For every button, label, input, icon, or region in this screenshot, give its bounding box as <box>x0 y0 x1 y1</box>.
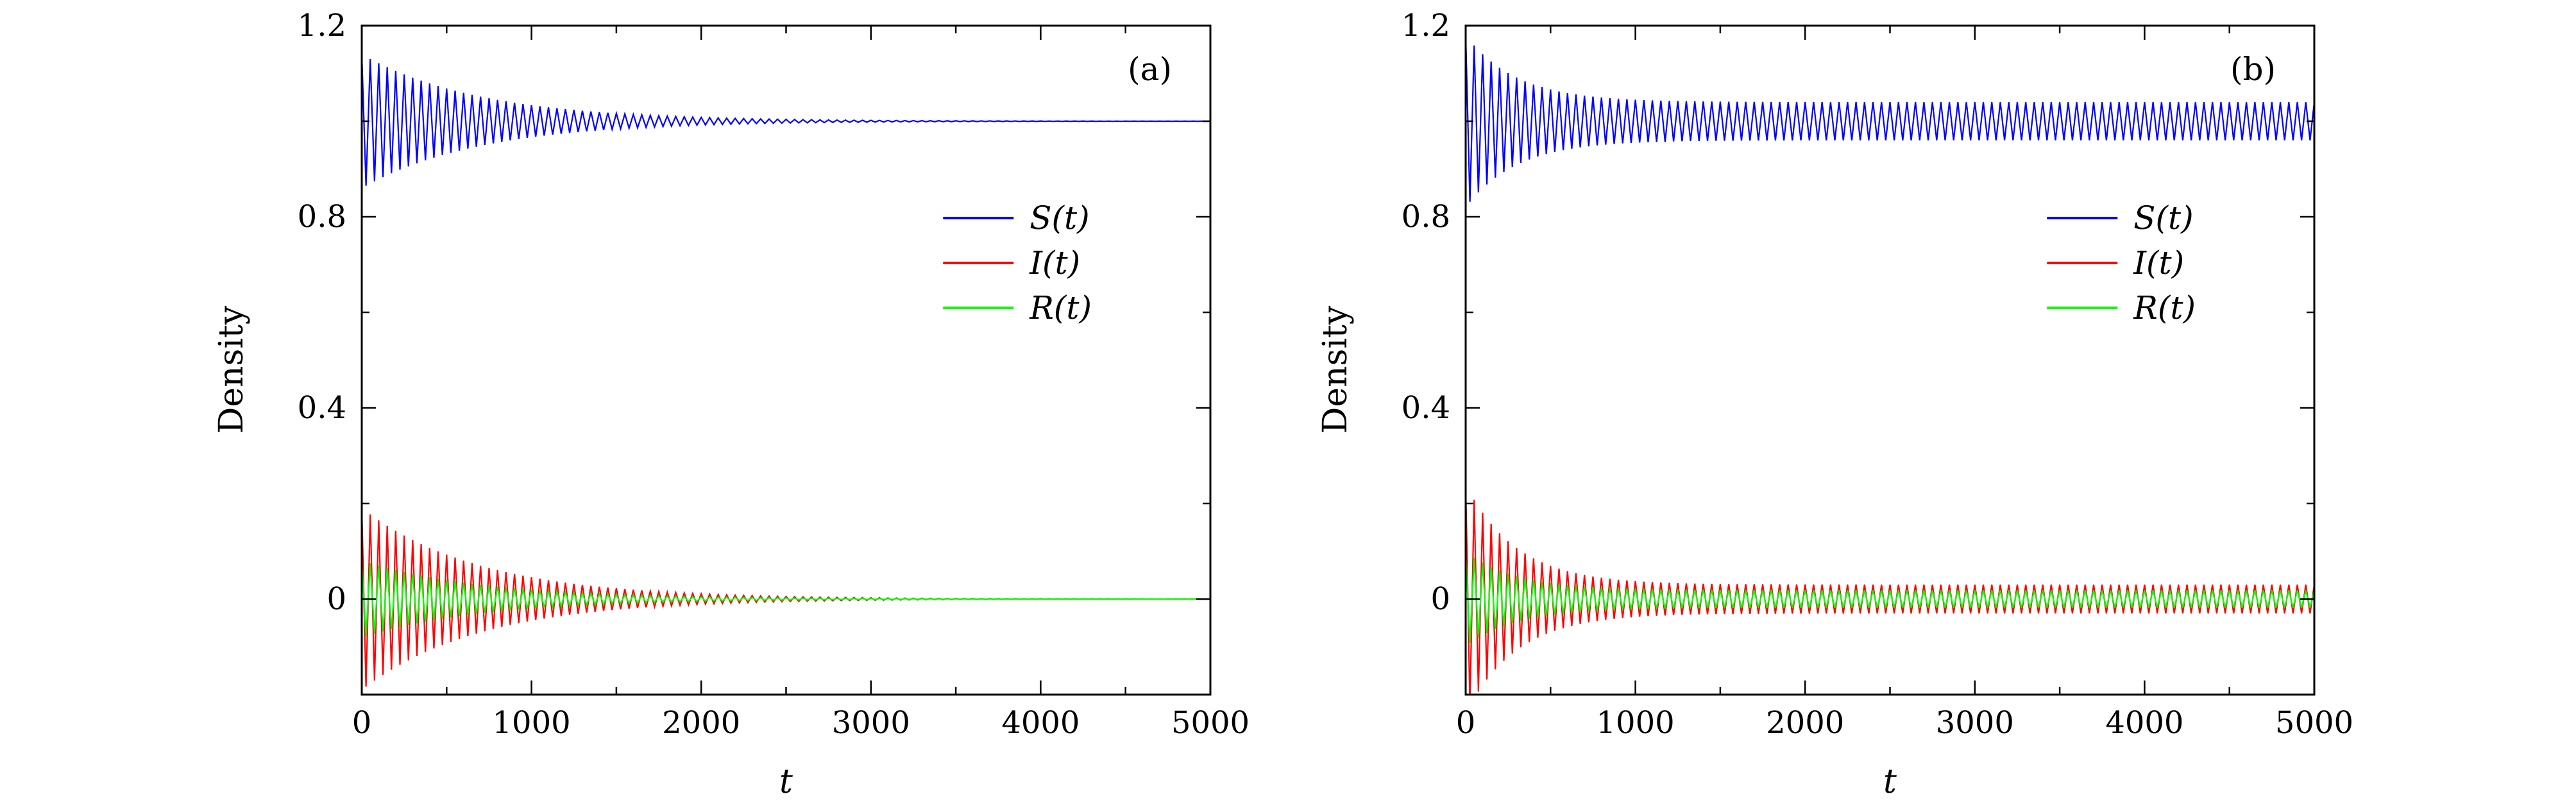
x-tick-label: 2000 <box>662 705 740 741</box>
x-axis-label: t <box>1883 763 1897 801</box>
series-group <box>362 54 1210 687</box>
legend-label: R(t) <box>1029 289 1092 326</box>
legend-label: I(t) <box>1029 244 1080 282</box>
panel-label: (b) <box>2230 51 2276 88</box>
legend: S(t) I(t) R(t) <box>2047 199 2196 326</box>
x-tick-label: 4000 <box>2105 705 2183 741</box>
legend: S(t) I(t) R(t) <box>943 199 1092 326</box>
y-axis-label: Density <box>212 305 251 434</box>
panel-b: 0 1000 2000 3000 4000 5000 0 0.4 0.8 1.2 t Density (… <box>1316 8 2353 801</box>
x-tick-label: 1000 <box>1597 705 1675 741</box>
y-tick-label: 0.8 <box>298 199 346 235</box>
series-line-rt <box>1466 552 2314 643</box>
y-tick-label: 0 <box>1430 581 1450 617</box>
x-tick-label: 3000 <box>1936 705 2014 741</box>
x-tick-label: 1000 <box>493 705 571 741</box>
legend-label: I(t) <box>2133 244 2184 282</box>
legend-label: R(t) <box>2133 289 2196 326</box>
y-tick-label: 0.4 <box>298 390 346 426</box>
y-tick-label: 0 <box>326 581 346 617</box>
y-tick-label: 0.4 <box>1402 390 1450 426</box>
panel-label: (a) <box>1128 51 1172 88</box>
x-tick-label: 5000 <box>1171 705 1250 741</box>
x-axis-label: t <box>779 763 793 801</box>
x-tick-label: 0 <box>352 705 372 741</box>
series-line-st <box>362 54 1210 186</box>
y-tick-label: 0.8 <box>1402 199 1450 235</box>
legend-label: S(t) <box>1030 199 1089 237</box>
y-axis-label: Density <box>1316 305 1355 434</box>
series-group <box>1466 35 2314 695</box>
series-line-rt <box>362 560 1210 637</box>
panel-a: 0 1000 2000 3000 4000 5000 0 0.4 0.8 1.2 t Density (… <box>212 8 1250 801</box>
x-tick-label: 3000 <box>832 705 910 741</box>
series-line-st <box>1466 35 2314 202</box>
x-tick-label: 5000 <box>2275 705 2353 741</box>
x-tick-label: 0 <box>1456 705 1476 741</box>
x-tick-label: 4000 <box>1001 705 1080 741</box>
y-tick-label: 1.2 <box>1402 8 1450 44</box>
legend-label: S(t) <box>2133 199 2193 237</box>
y-tick-label: 1.2 <box>298 8 346 44</box>
x-tick-label: 2000 <box>1766 705 1844 741</box>
